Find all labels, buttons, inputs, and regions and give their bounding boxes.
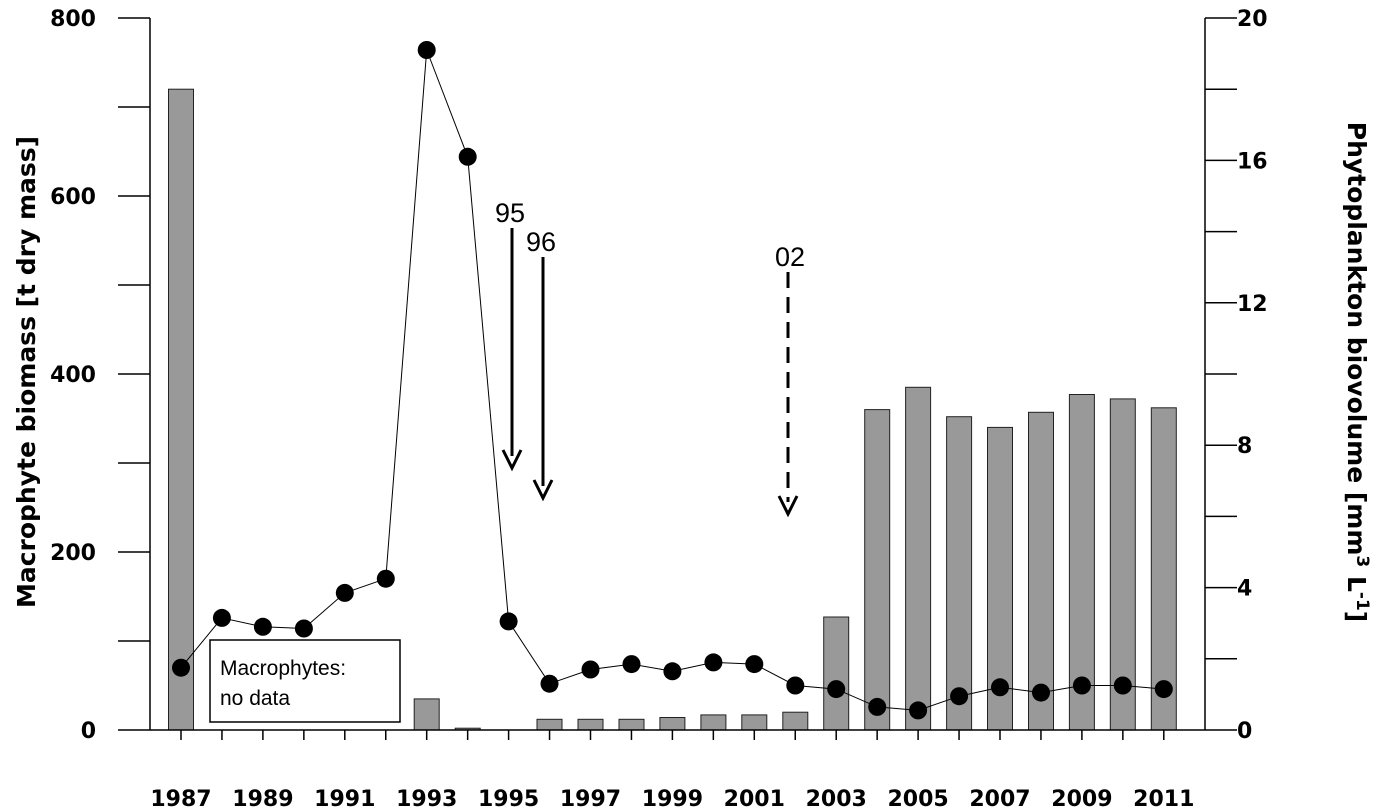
x-tick-label-1987: 1987 <box>150 787 211 812</box>
bars-layer <box>168 88 1177 731</box>
y2-axis-title: Phytoplankton biovolume [mm3 L-1] <box>1342 122 1372 622</box>
phytoplankton-point-1994 <box>458 147 477 166</box>
x-tick-label-1997: 1997 <box>560 787 621 812</box>
phytoplankton-point-2009 <box>1072 676 1091 695</box>
phytoplankton-point-1993 <box>417 41 436 59</box>
bar-1987 <box>168 88 194 731</box>
y-axis-title: Macrophyte biomass [t dry mass] <box>12 136 41 608</box>
bar-2005 <box>905 386 932 731</box>
y2-axis-title-sup2: -1 <box>1352 592 1372 611</box>
phytoplankton-point-2000 <box>704 653 723 672</box>
bar-2000 <box>700 714 727 731</box>
bar-2001 <box>741 714 768 731</box>
bar-1996 <box>536 718 563 731</box>
bar-2008 <box>1028 411 1054 731</box>
x-tick-label-1995: 1995 <box>478 787 539 812</box>
phytoplankton-point-2010 <box>1113 676 1132 695</box>
phytoplankton-point-2006 <box>950 687 969 706</box>
y2-tick-label-12: 12 <box>1237 292 1268 317</box>
y-tick-label-0: 0 <box>81 719 96 744</box>
line-layer <box>172 41 1173 720</box>
no-data-note-line2: no data <box>220 687 290 710</box>
phytoplankton-point-2005 <box>909 701 928 720</box>
y2-tick-label-0: 0 <box>1237 719 1252 744</box>
y2-axis-title-sup1: 3 <box>1352 555 1372 567</box>
phytoplankton-point-1992 <box>376 569 395 588</box>
y2-axis-title-mid: L <box>1342 567 1371 592</box>
x-tick-label-2011: 2011 <box>1133 787 1194 812</box>
y2-axis-title-main: Phytoplankton biovolume [mm <box>1342 122 1371 556</box>
x-tick-label-1991: 1991 <box>314 787 375 812</box>
phytoplankton-point-2003 <box>827 680 846 699</box>
phytoplankton-point-1997 <box>581 660 600 679</box>
x-tick-label-1993: 1993 <box>396 787 457 812</box>
bar-2006 <box>946 416 973 731</box>
bar-2004 <box>864 409 891 731</box>
phytoplankton-point-1987 <box>172 658 190 677</box>
no-data-note-line1: Macrophytes: <box>220 657 346 680</box>
x-tick-label-2001: 2001 <box>724 787 785 812</box>
bar-2002 <box>782 711 809 731</box>
axes-layer: 0 200 400 600 800 0 4 8 12 16 20 1987 1989 1991 1993 19… <box>50 7 1268 812</box>
annotation-label-96: 96 <box>526 227 556 257</box>
x-tick-label-2005: 2005 <box>887 787 948 812</box>
bar-2010 <box>1109 398 1136 731</box>
phytoplankton-point-1998 <box>622 655 641 674</box>
y-tick-label-400: 400 <box>50 363 96 388</box>
phytoplankton-point-1999 <box>663 662 682 681</box>
phytoplankton-point-1989 <box>253 617 272 636</box>
y2-tick-label-8: 8 <box>1237 434 1252 459</box>
y2-tick-label-20: 20 <box>1237 7 1268 32</box>
phytoplankton-line <box>180 49 1164 711</box>
no-data-note-box <box>209 639 401 723</box>
annotation-arrow-head-96 <box>532 479 554 502</box>
x-tick-label-2009: 2009 <box>1051 787 1112 812</box>
bar-2011 <box>1150 407 1177 731</box>
phytoplankton-point-1988 <box>212 608 231 627</box>
y-tick-label-800: 800 <box>50 7 96 32</box>
y2-tick-label-4: 4 <box>1237 577 1252 602</box>
x-tick-label-1989: 1989 <box>232 787 293 812</box>
bar-1999 <box>659 717 686 731</box>
phytoplankton-point-1996 <box>540 674 559 693</box>
x-tick-label-1999: 1999 <box>642 787 703 812</box>
phytoplankton-point-1991 <box>335 583 354 602</box>
x-tick-label-2007: 2007 <box>969 787 1030 812</box>
phytoplankton-point-2004 <box>868 697 887 716</box>
bar-1993 <box>413 698 440 731</box>
phytoplankton-point-2008 <box>1032 683 1050 702</box>
y2-tick-label-16: 16 <box>1237 149 1268 174</box>
y2-axis-title-end: ] <box>1342 611 1371 622</box>
phytoplankton-point-2007 <box>991 678 1009 697</box>
phytoplankton-point-1990 <box>294 619 313 638</box>
phytoplankton-point-1995 <box>499 612 518 631</box>
no-data-note: Macrophytes: no data <box>209 639 401 723</box>
y-tick-label-600: 600 <box>50 185 96 210</box>
phytoplankton-point-2001 <box>745 655 764 674</box>
annotation-label-95: 95 <box>495 198 525 228</box>
annotation-arrow-head-02 <box>777 495 799 518</box>
bar-1998 <box>618 718 645 731</box>
bar-1997 <box>577 718 604 731</box>
phytoplankton-point-2011 <box>1154 680 1173 699</box>
phytoplankton-point-2002 <box>786 676 805 695</box>
y-tick-label-200: 200 <box>50 541 96 566</box>
annotation-label-02: 02 <box>775 242 805 272</box>
annotation-arrow-head-95 <box>501 449 523 472</box>
bar-2003 <box>823 616 850 731</box>
x-tick-label-2003: 2003 <box>806 787 867 812</box>
